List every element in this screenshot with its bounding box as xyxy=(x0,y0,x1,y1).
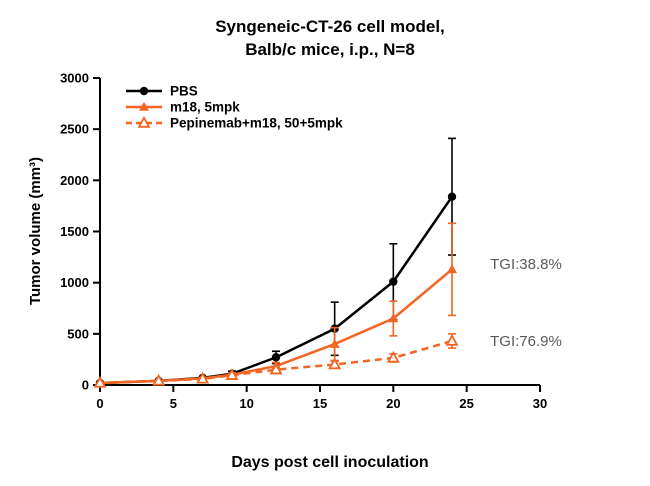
marker-triangle xyxy=(139,101,149,111)
marker-triangle-open xyxy=(225,368,239,380)
legend-label: Pepinemab+m18, 50+5mpk xyxy=(170,116,343,131)
y-tick-label: 1000 xyxy=(60,275,89,290)
y-axis-label: Tumor volume (mm³) xyxy=(27,156,44,306)
x-tick-label: 10 xyxy=(239,396,253,411)
tgi-annotation: TGI:38.8% xyxy=(490,256,562,273)
x-tick-label: 15 xyxy=(313,396,327,411)
tgi-annotation: TGI:76.9% xyxy=(490,333,562,350)
marker-circle xyxy=(139,86,149,96)
series-line-2 xyxy=(99,339,453,385)
y-tick-label: 0 xyxy=(82,378,89,393)
marker-triangle-open xyxy=(137,115,151,128)
x-tick-label: 5 xyxy=(170,396,177,411)
legend-label: PBS xyxy=(170,84,198,99)
marker-triangle-open xyxy=(328,357,342,370)
marker-triangle xyxy=(447,264,457,274)
y-tick-label: 3000 xyxy=(60,71,89,86)
marker-circle xyxy=(389,277,398,286)
y-tick-label: 500 xyxy=(67,326,89,341)
y-tick-label: 2500 xyxy=(60,122,89,137)
y-tick-label: 1500 xyxy=(60,224,89,239)
y-tick-label: 2000 xyxy=(60,173,89,188)
marker-triangle-open xyxy=(152,373,166,386)
x-axis-label: Days post cell inoculation xyxy=(231,454,429,471)
marker-circle xyxy=(271,353,281,362)
marker-triangle-open xyxy=(269,362,283,375)
marker-circle xyxy=(447,192,457,201)
x-tick-label: 0 xyxy=(96,396,103,411)
marker-triangle-open xyxy=(196,371,210,384)
marker-triangle-open xyxy=(386,350,400,363)
marker-triangle-open xyxy=(93,375,107,388)
x-tick-label: 20 xyxy=(386,396,400,411)
marker-triangle xyxy=(388,313,399,323)
chart-title: Syngeneic-CT-26 cell model, Balb/c mice,… xyxy=(20,16,640,62)
chart-title-line-2: Balb/c mice, i.p., N=8 xyxy=(245,39,415,59)
legend-label: m18, 5mpk xyxy=(170,100,240,115)
marker-triangle-open xyxy=(445,333,459,346)
x-tick-label: 30 xyxy=(533,396,547,411)
x-tick-label: 25 xyxy=(459,396,473,411)
chart-title-line-1: Syngeneic-CT-26 cell model, xyxy=(215,17,445,36)
marker-triangle xyxy=(329,338,340,348)
